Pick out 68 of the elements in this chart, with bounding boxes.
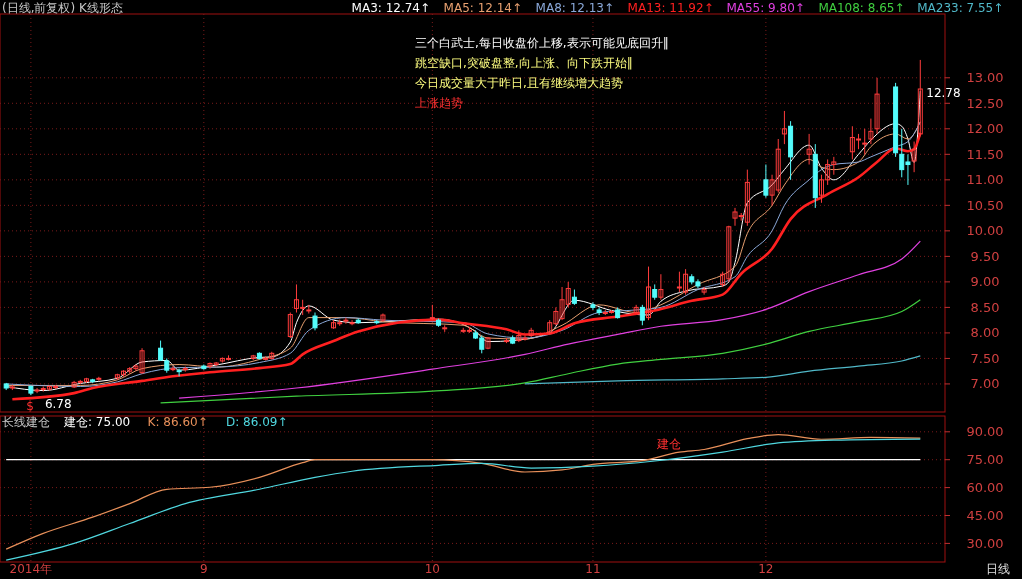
chart-title: (日线,前复权) K线形态 [2, 1, 123, 15]
candlestick [874, 77, 880, 135]
y-tick-label: 11.00 [966, 172, 1004, 188]
text: MA233: 7.55↑ [917, 1, 1004, 15]
y-tick-label: 10.00 [966, 223, 1004, 239]
candlestick [170, 365, 176, 372]
y-tick-label: 12.50 [966, 95, 1004, 111]
y-tick-label: 11.50 [966, 146, 1004, 162]
candlestick [646, 266, 652, 321]
annotation: 6.78 [44, 397, 72, 412]
y-tick-label: 7.50 [970, 350, 1000, 366]
text: MA8: 12.13↑ [535, 1, 615, 15]
candlestick [343, 317, 349, 325]
candlestick [862, 128, 868, 155]
annotation: 跳空缺口,突破盘整,向上涨、向下跌开始‖ [415, 56, 633, 70]
chart-title: 长线建仓 [2, 415, 50, 429]
annotation: 12.78 [926, 86, 961, 101]
annotation: 三个白武士,每日收盘价上移,表示可能见底回升‖ [415, 36, 669, 50]
line-series [524, 355, 921, 385]
candlestick [380, 313, 386, 323]
candlestick [763, 164, 769, 199]
text: 日线 [986, 562, 1010, 576]
candlestick [917, 59, 923, 137]
candlestick [868, 118, 874, 145]
candlestick [781, 110, 787, 145]
candlestick [806, 133, 812, 166]
text: MA108: 8.65↑ [818, 1, 905, 15]
y-tick-label: 90.00 [966, 424, 1004, 440]
text: MA13: 11.92↑ [627, 1, 714, 15]
candlestick [911, 141, 917, 173]
x-tick-label: 2014年 [9, 562, 53, 576]
text: MA3: 12.74↑ [351, 1, 431, 15]
annotation: 今日成交量大于昨日,且有继续增大趋势 [415, 76, 623, 90]
y-tick-label: 8.50 [970, 299, 1000, 315]
text: MA5: 12.14↑ [443, 1, 523, 15]
y-tick-label: 75.00 [966, 452, 1004, 468]
annotation: 建仓 [655, 437, 681, 452]
y-tick-label: 7.00 [970, 376, 1000, 392]
candlestick [349, 319, 355, 326]
candlestick [596, 306, 602, 316]
annotation: $ [26, 399, 34, 413]
candlestick [701, 286, 707, 296]
text: D: 86.09↑ [226, 415, 288, 429]
y-tick-label: 30.00 [966, 535, 1004, 551]
y-tick-label: 60.00 [966, 480, 1004, 496]
line-series [159, 299, 921, 404]
candlestick [590, 301, 596, 311]
y-tick-label: 45.00 [966, 508, 1004, 524]
text: K: 86.60↑ [147, 415, 208, 429]
y-tick-label: 10.50 [966, 197, 1004, 213]
candlestick [287, 312, 293, 339]
x-tick-label: 12 [758, 562, 774, 576]
text: 建仓: 75.00 [63, 415, 131, 429]
y-tick-label: 8.00 [970, 325, 1000, 341]
x-tick-label: 10 [424, 562, 440, 576]
x-tick-label: 9 [200, 562, 208, 576]
line-series [178, 240, 921, 399]
candlestick [658, 273, 664, 301]
annotation: 上涨趋势 [415, 96, 463, 110]
candlestick [176, 368, 182, 377]
candlestick [639, 304, 645, 326]
text: MA55: 9.80↑ [726, 1, 805, 15]
y-tick-label: 13.00 [966, 70, 1004, 86]
candlestick [485, 336, 491, 350]
y-tick-label: 12.00 [966, 121, 1004, 137]
y-tick-label: 9.00 [970, 274, 1000, 290]
x-tick-label: 11 [585, 562, 601, 576]
y-tick-label: 9.50 [970, 248, 1000, 264]
